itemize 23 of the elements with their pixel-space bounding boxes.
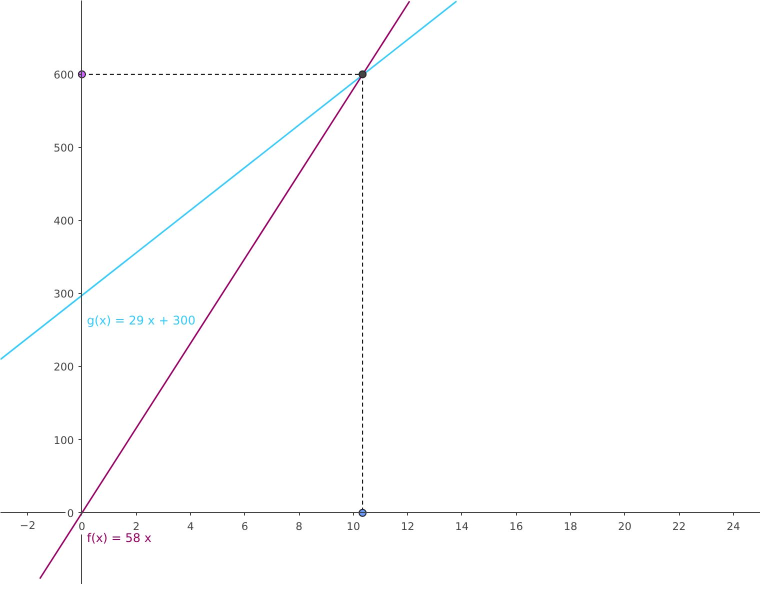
x-tick-label: 20: [618, 520, 632, 533]
x-tick-label: 18: [564, 520, 578, 533]
x-tick-label: 4: [187, 520, 194, 533]
annotation: g(x) = 29 x + 300: [86, 313, 196, 328]
x-tick-label: 22: [672, 520, 686, 533]
x-tick-label: 24: [726, 520, 740, 533]
x-tick-label: 12: [400, 520, 414, 533]
x-tick-label: −2: [20, 518, 36, 532]
y-tick-label: 300: [54, 288, 74, 301]
y-tick-label: 200: [54, 360, 74, 374]
y-tick-label: 600: [54, 68, 74, 82]
x-tick-label: 8: [296, 520, 303, 533]
y-tick-label: 0: [67, 506, 74, 520]
x-tick-label: 14: [455, 520, 469, 533]
x-tick-label: 10: [346, 520, 360, 533]
y-tick-label: 400: [54, 214, 74, 228]
y-tick-label: 100: [54, 434, 74, 447]
x-tick-label: 6: [241, 520, 248, 533]
x-tick-label: 0: [78, 520, 86, 533]
x-tick-label: 16: [509, 520, 524, 533]
x-tick-label: 2: [132, 520, 140, 533]
y-tick-label: 500: [54, 141, 74, 154]
annotation: f(x) = 58 x: [86, 530, 152, 545]
